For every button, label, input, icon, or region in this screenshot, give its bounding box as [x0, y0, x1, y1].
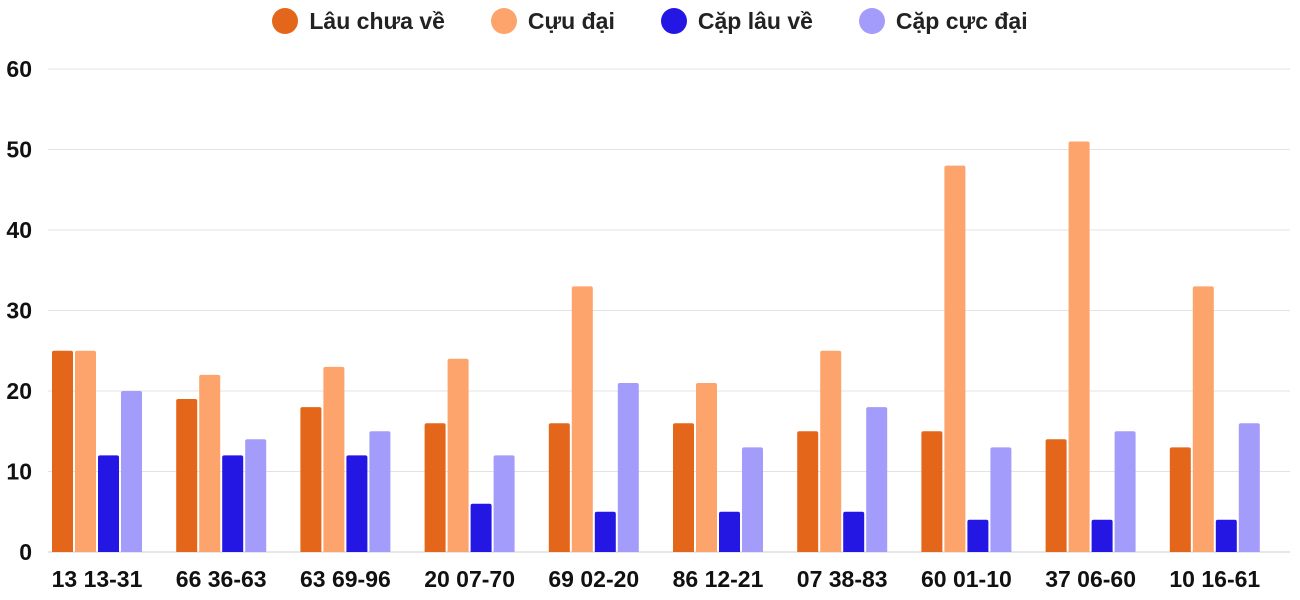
x-tick-label: 10 16-61 — [1169, 566, 1260, 592]
legend-label: Cặp lâu về — [697, 7, 813, 34]
bar — [98, 455, 119, 552]
bar — [323, 366, 345, 552]
bar — [176, 399, 198, 552]
y-tick-label: 0 — [19, 539, 32, 565]
bar — [470, 503, 492, 552]
legend-label: Lâu chưa về — [309, 7, 445, 34]
bar — [1238, 423, 1260, 552]
bar — [222, 455, 244, 552]
x-tick-label: 86 12-21 — [673, 566, 764, 592]
x-axis-ticks: 13 13-31 66 36-63 63 69-96 20 07-70 69 02-20… — [52, 566, 1261, 592]
legend-item: Lâu chưa về — [272, 8, 445, 35]
bar — [673, 423, 694, 552]
bar — [1114, 431, 1136, 552]
legend-label: Cặp cực đại — [895, 7, 1028, 34]
bar — [121, 391, 142, 552]
x-tick-label: 07 38-83 — [797, 566, 888, 592]
legend-swatch — [660, 8, 687, 34]
legend-label: Cựu đại — [527, 7, 615, 34]
x-tick-label: 60 01-10 — [921, 566, 1012, 592]
bar — [866, 407, 888, 552]
bar — [1045, 439, 1067, 552]
x-tick-label: 63 69-96 — [300, 566, 391, 592]
bar — [617, 382, 639, 552]
bar — [1215, 519, 1237, 552]
bar — [424, 423, 446, 552]
legend-swatch — [858, 8, 885, 34]
x-tick-label: 20 07-70 — [424, 566, 515, 592]
bar — [921, 431, 943, 552]
bar — [245, 439, 267, 552]
bar — [820, 350, 842, 552]
bar — [1192, 286, 1214, 552]
bar — [75, 350, 96, 552]
bar — [742, 447, 763, 552]
y-axis-ticks: 0 10 20 30 40 50 60 — [6, 56, 32, 565]
legend-swatch — [272, 8, 299, 34]
chart-legend: Lâu chưa về Cựu đại Cặp lâu về Cặp cực đại — [0, 4, 1300, 38]
bar — [346, 455, 368, 552]
bar — [696, 382, 717, 552]
x-tick-label: 37 06-60 — [1045, 566, 1136, 592]
y-tick-label: 10 — [6, 459, 32, 485]
bar — [843, 511, 865, 552]
y-tick-label: 40 — [6, 217, 32, 243]
bar — [199, 374, 221, 552]
bar — [369, 431, 391, 552]
legend-item: Cặp lâu về — [660, 7, 813, 35]
legend-item: Cựu đại — [490, 7, 615, 35]
bar — [990, 447, 1012, 552]
bar — [1169, 447, 1191, 552]
bar — [1091, 519, 1113, 552]
x-tick-label: 66 36-63 — [176, 566, 267, 592]
x-tick-label: 13 13-31 — [52, 566, 143, 592]
bar — [944, 165, 966, 552]
bar — [300, 407, 322, 552]
bar — [1068, 141, 1090, 552]
y-tick-label: 30 — [6, 298, 32, 324]
legend-swatch — [490, 8, 517, 34]
bar — [548, 423, 570, 552]
bar — [719, 511, 740, 552]
bar — [493, 455, 515, 552]
legend-item: Cặp cực đại — [858, 7, 1028, 35]
y-tick-label: 60 — [6, 56, 32, 82]
y-tick-label: 50 — [6, 137, 32, 163]
bar — [797, 431, 819, 552]
y-tick-label: 20 — [6, 378, 32, 404]
bar — [967, 519, 989, 552]
bar — [447, 358, 469, 552]
x-tick-label: 69 02-20 — [548, 566, 639, 592]
bar — [594, 511, 616, 552]
bar — [571, 286, 593, 552]
bars — [52, 141, 1260, 552]
bar — [52, 350, 73, 552]
